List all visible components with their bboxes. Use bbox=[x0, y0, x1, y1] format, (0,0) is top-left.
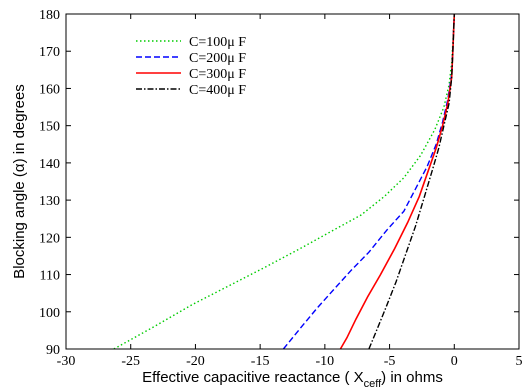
x-axis-title-prefix: Effective capacitive reactance ( X bbox=[142, 369, 364, 386]
y-tick-label: 160 bbox=[39, 82, 60, 97]
x-tick-label: 5 bbox=[516, 354, 523, 369]
y-tick-label: 90 bbox=[46, 343, 60, 358]
y-tick-label: 120 bbox=[39, 231, 60, 246]
legend-label-1: C=100μ F bbox=[189, 35, 246, 50]
y-tick-label: 170 bbox=[39, 45, 60, 60]
x-tick-label: -5 bbox=[384, 354, 396, 369]
x-tick-label: -25 bbox=[121, 354, 140, 369]
y-tick-label: 100 bbox=[39, 306, 60, 321]
series-line-1 bbox=[113, 13, 455, 350]
legend-label-4: C=400μ F bbox=[189, 83, 246, 98]
x-axis-title: Effective capacitive reactance ( Xceff) … bbox=[142, 369, 443, 388]
x-axis-title-subscript: ceff bbox=[364, 378, 382, 388]
y-tick-label: 150 bbox=[39, 120, 60, 135]
x-tick-label: -20 bbox=[186, 354, 205, 369]
x-tick-label: -15 bbox=[251, 354, 270, 369]
x-tick-label: -10 bbox=[316, 354, 335, 369]
ticks-layer: -30 -25 -20 -15 -10 -5 0 5 90 100 110 120 130 140 150 1… bbox=[39, 8, 523, 369]
y-tick-label: 140 bbox=[39, 157, 60, 172]
x-tick-label: -30 bbox=[57, 354, 76, 369]
x-axis-title-suffix: ) in ohms bbox=[381, 369, 443, 386]
legend: C=100μ FC=200μ FC=300μ FC=400μ F bbox=[136, 35, 246, 98]
legend-label-2: C=200μ F bbox=[189, 51, 246, 66]
y-tick-label: 130 bbox=[39, 194, 60, 209]
series-line-4 bbox=[368, 13, 455, 350]
y-tick-label: 180 bbox=[39, 8, 60, 23]
series-line-3 bbox=[339, 13, 456, 350]
series-layer bbox=[113, 13, 456, 350]
legend-label-3: C=300μ F bbox=[189, 67, 246, 82]
y-tick-label: 110 bbox=[40, 269, 60, 284]
y-axis-title: Blocking angle (α) in degrees bbox=[11, 84, 28, 279]
plot-frame bbox=[65, 13, 520, 350]
x-tick-label: 0 bbox=[451, 354, 458, 369]
